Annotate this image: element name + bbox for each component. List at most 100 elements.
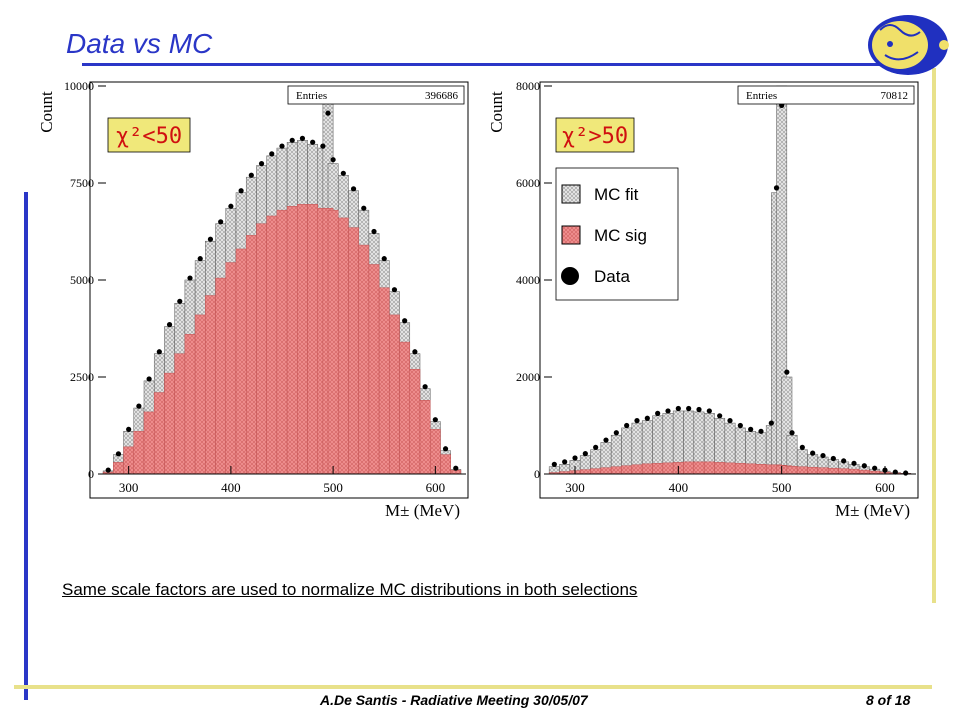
x-axis-label: M± (MeV)	[385, 501, 460, 520]
data-point	[330, 157, 336, 163]
mc-sig-bar	[184, 334, 196, 475]
data-point	[166, 322, 173, 328]
slide-title: Data vs MC	[66, 28, 213, 59]
data-point	[412, 349, 418, 355]
mc-sig-bar	[600, 467, 612, 475]
data-point	[851, 460, 857, 466]
data-point	[146, 376, 152, 382]
data-point	[126, 426, 132, 432]
mc-sig-bar	[337, 217, 349, 475]
mc-sig-bar	[817, 467, 829, 475]
mc-sig-bar	[215, 277, 227, 475]
mc-sig-bar	[164, 372, 175, 475]
mc-sig-bar	[256, 223, 267, 475]
slide-footer: A.De Santis - Radiative Meeting 30/05/07	[320, 692, 588, 708]
data-point	[665, 408, 671, 414]
mc-sig-bar	[419, 400, 431, 475]
data-point	[603, 437, 609, 443]
title-underline	[82, 63, 890, 66]
mc-sig-bar	[714, 462, 726, 475]
x-tick-label: 300	[565, 480, 585, 495]
data-point	[115, 451, 122, 457]
mc-sig-bar	[786, 465, 798, 475]
page-number: 8 of 18	[866, 692, 911, 708]
mc-sig-bar	[235, 248, 247, 475]
data-point	[593, 444, 599, 450]
data-point	[789, 430, 795, 436]
data-point	[258, 161, 265, 167]
y-tick-label: 5000	[70, 273, 94, 287]
y-tick-label: 2500	[70, 370, 94, 384]
data-point	[784, 369, 790, 375]
data-point	[624, 422, 630, 429]
legend-marker-data	[561, 267, 579, 285]
mc-sig-bar	[225, 262, 237, 475]
data-point	[453, 465, 459, 471]
y-tick-label: 4000	[516, 273, 540, 287]
mc-sig-bar	[838, 468, 850, 475]
y-tick-label: 6000	[516, 176, 540, 190]
mc-sig-bar	[153, 392, 165, 475]
data-point	[758, 428, 764, 434]
data-point	[381, 256, 387, 262]
mc-sig-bar	[143, 411, 155, 475]
mc-sig-bar	[368, 264, 380, 475]
left-border	[24, 192, 28, 700]
data-point	[238, 188, 244, 194]
data-point	[748, 426, 754, 432]
mc-sig-bar	[297, 204, 308, 475]
mc-sig-bar	[848, 468, 860, 475]
slide-caption: Same scale factors are used to normalize…	[62, 580, 638, 599]
mc-sig-bar	[858, 469, 870, 475]
mc-sig-bar	[133, 431, 145, 475]
mc-sig-bar	[194, 314, 206, 475]
mc-sig-bar	[399, 341, 411, 475]
stats-value: 70812	[881, 90, 909, 102]
mc-sig-bar	[807, 466, 819, 475]
selection-label-box	[555, 117, 635, 153]
y-tick-label: 0	[534, 467, 540, 481]
chart-chi2-gt-50: 0 2000 4000 6000 8000 300 400 500 600 Count M± (Me…	[487, 79, 919, 520]
mc-sig-bar	[641, 463, 653, 475]
data-point	[644, 415, 650, 421]
legend-label: MC fit	[594, 185, 639, 204]
data-point	[422, 384, 428, 390]
mc-sig-bar	[652, 463, 664, 475]
stats-value: 396686	[425, 90, 459, 102]
chart-chi2-lt-50: 0 2500 5000 7500 10000 300 400 500 600 Count M± (M…	[37, 79, 469, 520]
y-tick-label: 8000	[516, 79, 540, 93]
mc-sig-bar	[579, 469, 591, 475]
data-point	[799, 444, 805, 450]
mc-sig-bar	[734, 463, 746, 475]
mc-sig-bar	[174, 353, 186, 475]
data-point	[391, 287, 398, 293]
y-tick-label: 10000	[64, 79, 94, 93]
data-point	[551, 461, 557, 467]
data-point	[820, 452, 826, 459]
mc-sig-bar	[327, 209, 339, 475]
bottom-border	[14, 685, 932, 689]
mc-sig-bar	[389, 314, 400, 475]
x-tick-label: 600	[875, 480, 895, 495]
legend-label: Data	[594, 267, 630, 286]
data-point	[841, 458, 847, 464]
data-point	[768, 420, 774, 426]
legend-label: MC sig	[594, 226, 647, 245]
mc-sig-bar	[113, 462, 124, 475]
data-point	[773, 185, 780, 191]
data-point	[432, 417, 438, 423]
data-point	[892, 469, 898, 475]
mc-sig-bar	[827, 467, 839, 475]
mc-sig-bar	[724, 462, 736, 475]
mc-sig-bar	[631, 464, 643, 475]
selection-label-box	[107, 117, 191, 153]
mc-sig-bar	[266, 215, 278, 475]
mc-sig-bar	[590, 468, 602, 475]
data-point	[105, 467, 111, 473]
data-point	[830, 455, 836, 462]
data-point	[350, 186, 357, 192]
mc-sig-bar	[307, 204, 319, 475]
legend-swatch	[561, 184, 581, 204]
data-point	[187, 275, 193, 281]
